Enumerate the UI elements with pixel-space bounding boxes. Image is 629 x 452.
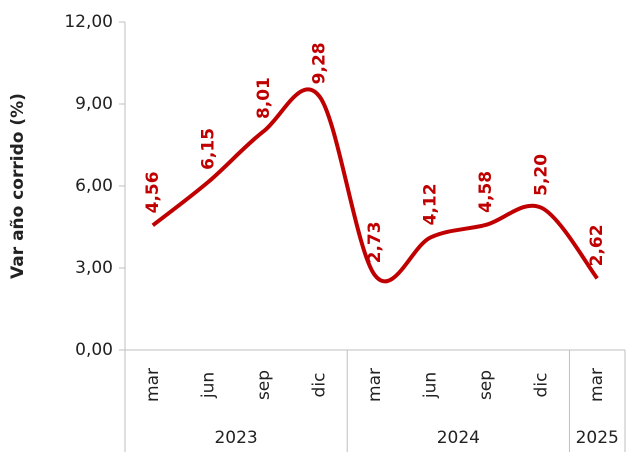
- x-tick-label: mar: [587, 368, 607, 402]
- x-tick-label: dic: [532, 373, 552, 398]
- y-axis-title: Var año corrido (%): [8, 93, 28, 279]
- y-tick-label: 0,00: [75, 340, 113, 360]
- data-label: 4,58: [476, 171, 496, 213]
- x-tick-label: jun: [421, 372, 441, 399]
- x-tick-label: sep: [254, 370, 274, 400]
- data-label: 5,20: [532, 154, 552, 196]
- y-tick-label: 12,00: [64, 12, 113, 32]
- data-label: 2,62: [587, 224, 607, 266]
- x-tick-label: dic: [309, 373, 329, 398]
- data-label: 6,15: [198, 128, 218, 170]
- data-label: 9,28: [309, 42, 329, 84]
- y-tick-label: 9,00: [75, 94, 113, 114]
- data-label: 2,73: [365, 221, 385, 263]
- x-tick-label: sep: [476, 370, 496, 400]
- group-label: 2023: [214, 428, 257, 448]
- y-tick-label: 3,00: [75, 258, 113, 278]
- data-label: 4,56: [143, 171, 163, 213]
- group-label: 2025: [576, 428, 619, 448]
- group-label: 2024: [437, 428, 480, 448]
- data-label: 4,12: [421, 183, 441, 225]
- y-tick-label: 6,00: [75, 176, 113, 196]
- x-tick-label: mar: [143, 368, 163, 402]
- data-label: 8,01: [254, 77, 274, 119]
- x-tick-label: mar: [365, 368, 385, 402]
- x-tick-label: jun: [198, 372, 218, 399]
- line: [151, 87, 599, 284]
